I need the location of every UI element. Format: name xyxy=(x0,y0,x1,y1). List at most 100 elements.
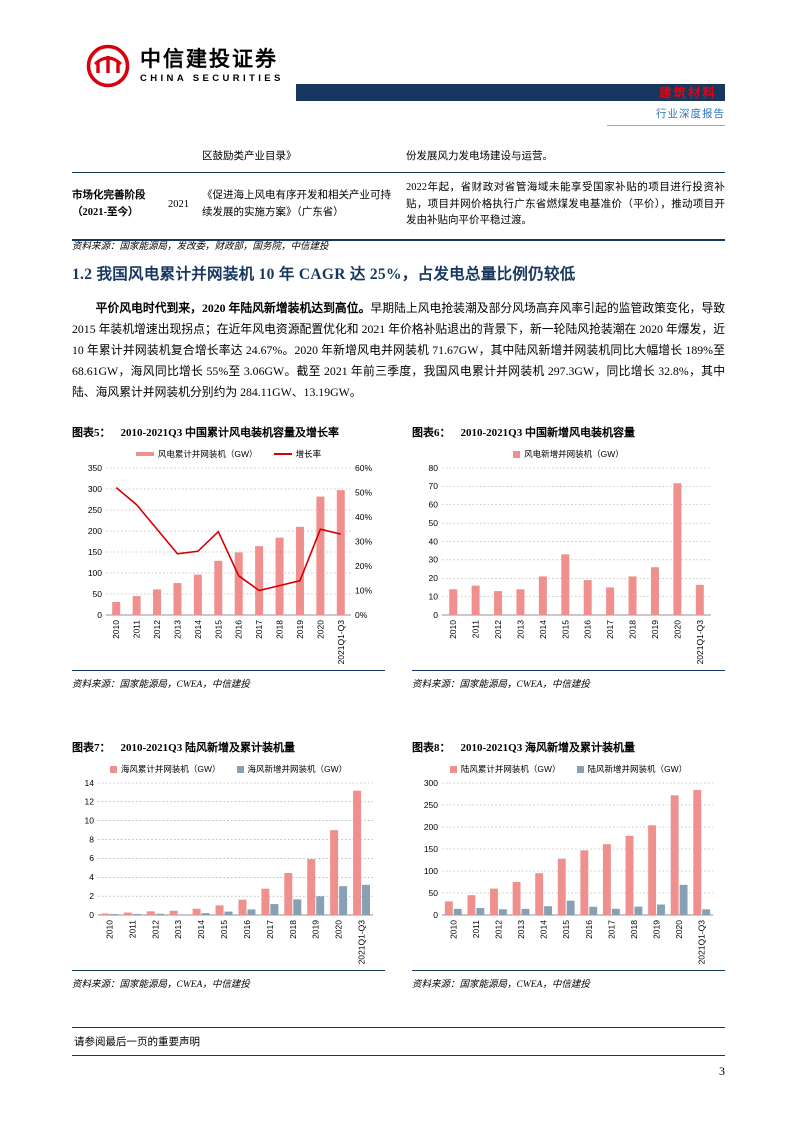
y-axis-tick: 10 xyxy=(429,591,439,601)
y-axis-tick: 0 xyxy=(97,610,102,620)
paragraph-body: 早期陆上风电抢装潮及部分风场高弃风率引起的监管政策变化，导致 2015 年装机增… xyxy=(72,301,725,399)
y2-axis-tick: 30% xyxy=(355,536,372,546)
year-cell xyxy=(168,149,202,166)
figure-8: 图表8： 2010-2021Q3 海风新增及累计装机量 陆风累计并网装机（GW）… xyxy=(412,739,725,990)
bar xyxy=(625,835,634,915)
bar xyxy=(702,909,711,915)
bar xyxy=(606,587,615,615)
report-type-label: 行业深度报告 xyxy=(607,106,725,126)
x-axis-label: 2018 xyxy=(288,920,298,939)
bar xyxy=(109,914,118,915)
bar xyxy=(628,576,637,615)
bar xyxy=(673,483,682,615)
bar xyxy=(535,873,544,915)
x-axis-label: 2011 xyxy=(471,620,481,639)
bar xyxy=(112,601,121,615)
y-axis-tick: 4 xyxy=(89,872,94,882)
x-axis-label: 2014 xyxy=(193,620,203,639)
bar xyxy=(155,913,164,915)
bar xyxy=(670,795,679,915)
x-axis-label: 2020 xyxy=(674,920,684,939)
x-axis-label: 2015 xyxy=(561,920,571,939)
section-heading: 1.2 我国风电累计并网装机 10 年 CAGR 达 25%，占发电总量比例仍较… xyxy=(72,266,576,283)
bar xyxy=(132,913,141,915)
chart-svg: 0 2 4 6 8 10 12 14 2010 2011 2012 2013 2014 2015 2016 2… xyxy=(85,778,373,965)
bar xyxy=(583,580,592,615)
x-axis-label: 2013 xyxy=(515,620,525,639)
bar xyxy=(316,896,325,915)
y-axis-tick: 250 xyxy=(424,800,438,810)
x-axis-label: 2017 xyxy=(605,620,615,639)
x-axis-label: 2010 xyxy=(104,920,114,939)
x-axis-label: 2011 xyxy=(132,620,142,639)
bar xyxy=(153,589,162,615)
y-axis-tick: 100 xyxy=(88,568,102,578)
bar xyxy=(695,584,704,615)
bar xyxy=(234,552,243,615)
x-axis-label: 2014 xyxy=(196,920,206,939)
y-axis-tick: 0 xyxy=(433,910,438,920)
figure-label: 图表5： xyxy=(72,427,111,439)
y-axis-tick: 6 xyxy=(89,853,94,863)
legend-label: 风电新增并网装机（GW） xyxy=(524,449,624,459)
y-axis-tick: 8 xyxy=(89,834,94,844)
y-axis-tick: 20 xyxy=(429,573,439,583)
figure-label: 图表7： xyxy=(72,742,111,754)
policy-table: 区鼓励类产业目录》 份发展风力发电场建设与运营。 市场化完善阶段（2021-至今… xyxy=(72,147,725,242)
bar xyxy=(471,585,480,615)
bar xyxy=(270,904,279,915)
bar xyxy=(100,913,109,915)
x-axis-label: 2017 xyxy=(265,920,275,939)
policy-cell: 区鼓励类产业目录》 xyxy=(202,151,297,162)
bar xyxy=(648,825,657,915)
bar xyxy=(247,909,256,915)
legend-label: 风电累计并网装机（GW） xyxy=(157,449,258,459)
legend-item: 陆风累计并网装机（GW） xyxy=(449,763,561,775)
legend-swatch-icon xyxy=(135,452,154,456)
x-axis-label: 2015 xyxy=(219,920,229,939)
legend-item: 风电新增并网装机（GW） xyxy=(513,448,624,460)
x-axis-label: 2021Q1-Q3 xyxy=(695,620,705,665)
policy-cell: 《促进海上风电有序开发和相关产业可持续发展的实施方案》（广东省） xyxy=(202,190,391,218)
x-axis-label: 2016 xyxy=(242,920,252,939)
figure-source: 资料来源：国家能源局，CWEA，中信建投 xyxy=(412,670,725,690)
figure-title-text: 2010-2021Q3 陆风新增及累计装机量 xyxy=(120,742,295,754)
y-axis-tick: 300 xyxy=(424,778,438,788)
stage-cell: 市场化完善阶段（2021-至今） xyxy=(72,190,146,218)
legend-label: 海风新增并网装机（GW） xyxy=(247,764,348,774)
bar xyxy=(490,888,498,915)
x-axis-label: 2017 xyxy=(254,620,264,639)
bar xyxy=(602,844,611,915)
x-axis-label: 2015 xyxy=(213,620,223,639)
bar xyxy=(146,911,155,915)
bar xyxy=(132,596,141,615)
brand-subtitle: CHINA SECURITIES xyxy=(140,73,284,85)
figure-5: 图表5： 2010-2021Q3 中国累计风电装机容量及增长率 风电累计并网装机… xyxy=(72,424,385,690)
x-axis-label: 2016 xyxy=(234,620,244,639)
x-axis-label: 2010 xyxy=(448,620,458,639)
bar xyxy=(580,850,589,915)
x-axis-label: 2021Q1-Q3 xyxy=(357,920,367,965)
legend-label: 陆风累计并网装机（GW） xyxy=(460,764,561,774)
growth-line xyxy=(115,486,341,592)
brand-block: 中信建投证券 CHINA SECURITIES xyxy=(86,44,284,88)
bar xyxy=(544,906,553,915)
bar xyxy=(650,567,659,615)
y2-axis-tick: 40% xyxy=(355,512,372,522)
bar xyxy=(362,884,371,915)
table-row: 市场化完善阶段（2021-至今） 2021 《促进海上风电有序开发和相关产业可持… xyxy=(72,173,725,239)
x-axis-label: 2012 xyxy=(152,620,162,639)
legend-item: 陆风新增并网装机（GW） xyxy=(576,763,687,775)
bar xyxy=(476,907,485,915)
legend-item: 海风新增并网装机（GW） xyxy=(236,763,348,775)
x-axis-label: 2010 xyxy=(448,920,458,939)
x-axis-label: 2020 xyxy=(315,620,325,639)
y2-axis-tick: 10% xyxy=(355,585,372,595)
legend-swatch-icon xyxy=(449,765,457,773)
y-axis-tick: 50 xyxy=(429,518,439,528)
y-axis-tick: 350 xyxy=(88,463,102,473)
brand-name: 中信建投证券 xyxy=(140,46,278,71)
page-number: 3 xyxy=(719,1064,725,1078)
chart-legend: 风电新增并网装机（GW） xyxy=(412,446,725,462)
figure-6: 图表6： 2010-2021Q3 中国新增风电装机容量 风电新增并网装机（GW）… xyxy=(412,424,725,690)
